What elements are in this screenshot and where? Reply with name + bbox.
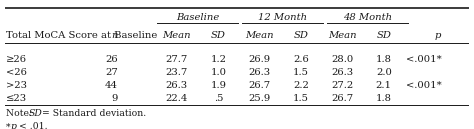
Text: 26.7: 26.7: [331, 94, 353, 103]
Text: 25.9: 25.9: [248, 94, 271, 103]
Text: < .01.: < .01.: [16, 122, 47, 129]
Text: <.001*: <.001*: [406, 55, 441, 64]
Text: 1.2: 1.2: [210, 55, 227, 64]
Text: Mean: Mean: [245, 31, 273, 40]
Text: 28.0: 28.0: [331, 55, 353, 64]
Text: 2.0: 2.0: [376, 68, 392, 77]
Text: 26: 26: [105, 55, 118, 64]
Text: 44: 44: [105, 81, 118, 90]
Text: Note:: Note:: [6, 109, 35, 118]
Text: Mean: Mean: [162, 31, 191, 40]
Text: 1.8: 1.8: [376, 55, 392, 64]
Text: 1.0: 1.0: [210, 68, 227, 77]
Text: 1.8: 1.8: [376, 94, 392, 103]
Text: 26.3: 26.3: [248, 68, 270, 77]
Text: 22.4: 22.4: [165, 94, 188, 103]
Text: Baseline: Baseline: [176, 13, 219, 22]
Text: .5: .5: [214, 94, 223, 103]
Text: 27.7: 27.7: [165, 55, 188, 64]
Text: 26.3: 26.3: [165, 81, 188, 90]
Text: = Standard deviation.: = Standard deviation.: [39, 109, 146, 118]
Text: <.001*: <.001*: [406, 81, 441, 90]
Text: n: n: [111, 31, 118, 40]
Text: 23.7: 23.7: [165, 68, 188, 77]
Text: 26.9: 26.9: [248, 55, 270, 64]
Text: ≥26: ≥26: [6, 55, 27, 64]
Text: SD: SD: [376, 31, 391, 40]
Text: Total MoCA Score at Baseline: Total MoCA Score at Baseline: [6, 31, 157, 40]
Text: 1.5: 1.5: [293, 68, 309, 77]
Text: 2.1: 2.1: [376, 81, 392, 90]
Text: p: p: [10, 122, 16, 129]
Text: SD: SD: [211, 31, 226, 40]
Text: 2.2: 2.2: [293, 81, 309, 90]
Text: <26: <26: [6, 68, 27, 77]
Text: >23: >23: [6, 81, 27, 90]
Text: 1.9: 1.9: [210, 81, 227, 90]
Text: ≤23: ≤23: [6, 94, 27, 103]
Text: SD: SD: [29, 109, 43, 118]
Text: 2.6: 2.6: [293, 55, 309, 64]
Text: 9: 9: [111, 94, 118, 103]
Text: 48 Month: 48 Month: [343, 13, 392, 22]
Text: SD: SD: [294, 31, 309, 40]
Text: 12 Month: 12 Month: [258, 13, 307, 22]
Text: 27: 27: [105, 68, 118, 77]
Text: 1.5: 1.5: [293, 94, 309, 103]
Text: p: p: [435, 31, 441, 40]
Text: 26.3: 26.3: [331, 68, 353, 77]
Text: *: *: [6, 122, 10, 129]
Text: 27.2: 27.2: [331, 81, 353, 90]
Text: 26.7: 26.7: [248, 81, 270, 90]
Text: Mean: Mean: [328, 31, 356, 40]
